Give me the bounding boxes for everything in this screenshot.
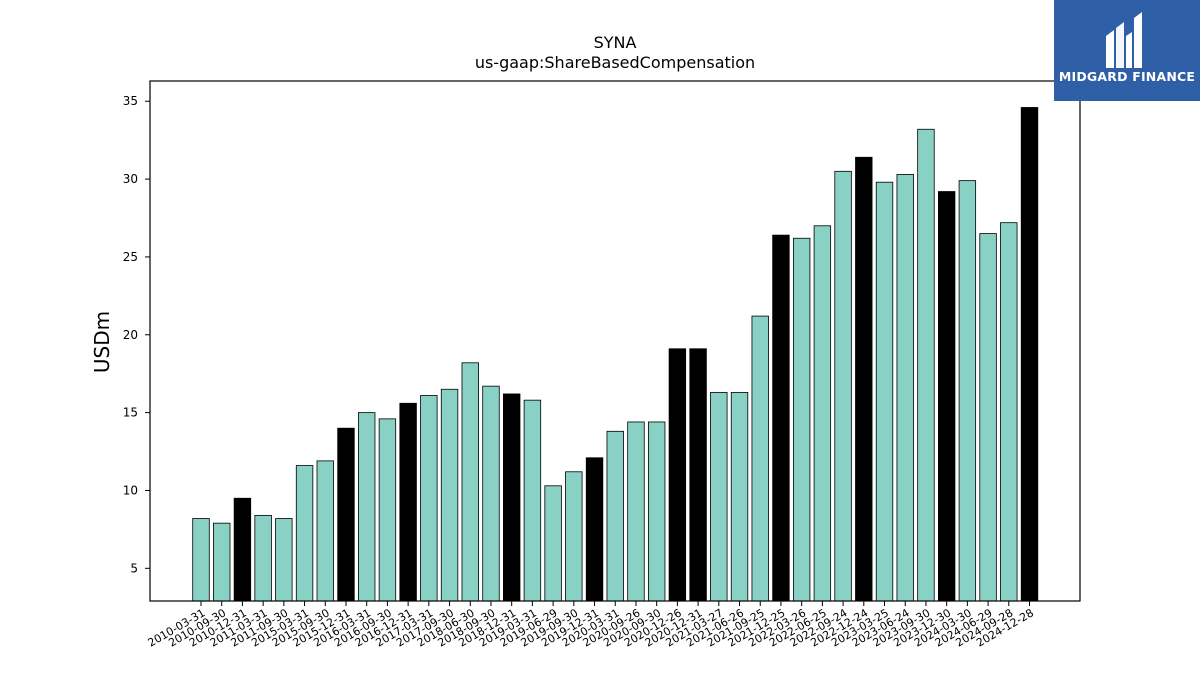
bar-2021-09-25 [751,315,769,602]
bar-2020-12-26 [668,348,687,602]
y-tick-label: 35 [123,94,138,108]
bar-2021-03-27 [710,391,728,602]
bar-2015-12-31 [337,427,355,602]
bar-2020-12-31 [689,348,707,602]
bar-2022-09-24 [834,170,852,602]
bar-2018-09-30 [482,385,500,602]
y-tick-label: 5 [130,561,138,575]
bar-2019-03-31 [523,399,542,602]
bar-2016-09-30 [378,418,397,602]
bar-2021-06-26 [730,391,749,602]
x-axis-ticks: 2010-03-312010-09-302010-12-312011-03-31… [146,601,1036,650]
logo-text: MIDGARD FINANCE [1058,69,1196,84]
bar-2024-03-30 [958,180,977,602]
chart-subtitle: us-gaap:ShareBasedCompensation [475,53,755,72]
midgard-finance-logo: MIDGARD FINANCE [1054,0,1200,101]
bar-2022-06-25 [813,225,832,602]
bar-2020-09-30 [647,421,666,602]
bar-2011-03-31 [254,514,272,602]
bar-2019-09-30 [565,471,583,602]
bar-2010-03-31 [192,518,210,602]
bar-2022-12-24 [855,156,873,602]
y-tick-label: 15 [123,406,138,420]
bar-2016-12-31 [399,402,417,602]
bar-2022-03-26 [792,237,811,602]
bar-2019-12-31 [585,457,604,602]
bar-2024-12-28 [1020,107,1039,602]
bar-2018-06-30 [461,362,479,602]
bar-2017-09-30 [440,388,459,602]
bar-2010-09-30 [213,522,231,602]
bar-2016-03-31 [358,412,376,602]
bar-2024-06-29 [979,233,997,602]
bar-2023-12-30 [937,191,956,602]
bar-2011-09-30 [275,518,293,602]
y-axis-label: USDm [90,311,114,373]
y-tick-label: 30 [123,172,138,186]
bar-2017-03-31 [420,395,438,602]
bar-series [192,107,1039,602]
y-tick-label: 10 [123,483,138,497]
y-tick-label: 20 [123,328,138,342]
plot-frame [149,80,1081,602]
bar-2023-03-25 [875,181,894,602]
bar-2021-12-25 [772,234,790,602]
bar-2024-09-28 [1000,222,1018,602]
midgard-m-logo-icon [1106,12,1142,68]
y-axis-ticks: 5 10 15 20 25 30 35 [123,94,150,575]
chart-title: SYNA [594,33,637,52]
bar-2020-03-31 [606,430,624,602]
y-tick-label: 25 [123,250,138,264]
bar-2015-09-30 [316,460,334,602]
bar-2018-12-31 [502,393,521,602]
bar-2020-09-26 [627,421,645,602]
bar-2023-06-24 [896,174,914,602]
bar-2015-03-31 [295,465,314,602]
bar-2019-06-29 [544,485,562,602]
bar-2023-09-30 [917,128,935,602]
bar-2010-12-31 [233,497,252,602]
